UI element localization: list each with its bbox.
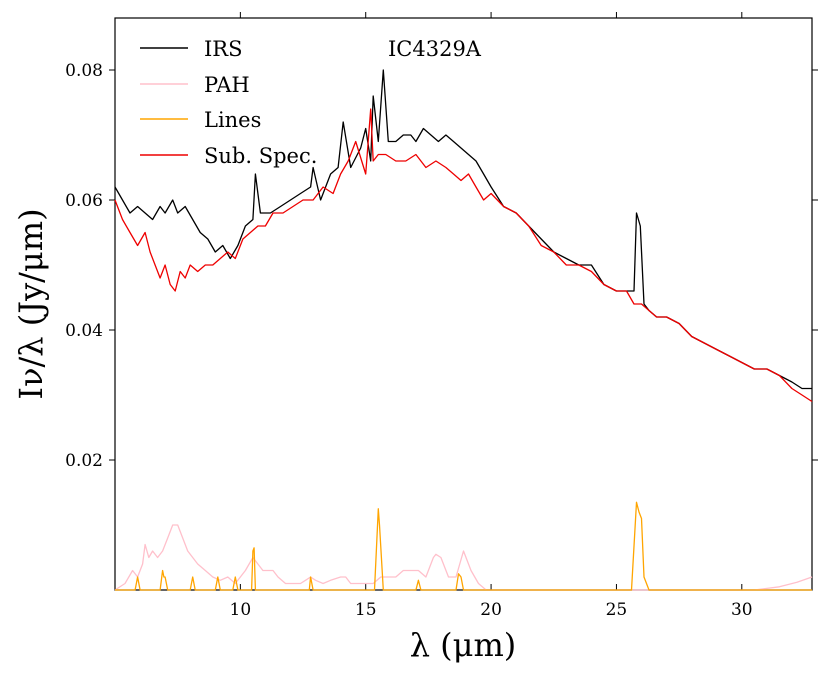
y-tick-label: 0.02	[65, 451, 103, 471]
x-tick-label: 30	[731, 600, 753, 620]
plot-area: 10 15 20 25 30 0.02 0.04 0.06 0.08	[65, 12, 818, 620]
legend-label-lines: Lines	[204, 108, 261, 132]
plot-frame	[114, 17, 813, 591]
series-layer	[114, 69, 813, 591]
x-tick-label: 10	[230, 600, 252, 620]
axis-ticks: 10 15 20 25 30 0.02 0.04 0.06 0.08	[65, 12, 818, 620]
x-tick-label: 15	[355, 600, 377, 620]
series-line-pah	[114, 524, 813, 591]
series-line-lines	[115, 501, 812, 591]
legend: IRS PAH Lines Sub. Spec.	[140, 37, 317, 168]
y-tick-label: 0.06	[65, 191, 103, 211]
x-tick-label: 20	[480, 600, 502, 620]
y-tick-label: 0.04	[65, 321, 103, 341]
legend-label-irs: IRS	[204, 37, 243, 61]
x-tick-label: 25	[606, 600, 628, 620]
x-axis-label: λ (μm)	[410, 626, 517, 664]
y-tick-label: 0.08	[65, 61, 103, 81]
y-axis-label: Iν/λ (Jy/μm)	[12, 208, 50, 399]
legend-label-pah: PAH	[204, 73, 250, 97]
annotation-label: IC4329A	[388, 37, 482, 61]
legend-label-sub-spec: Sub. Spec.	[204, 144, 317, 168]
series-line-sub-spec	[114, 108, 813, 403]
